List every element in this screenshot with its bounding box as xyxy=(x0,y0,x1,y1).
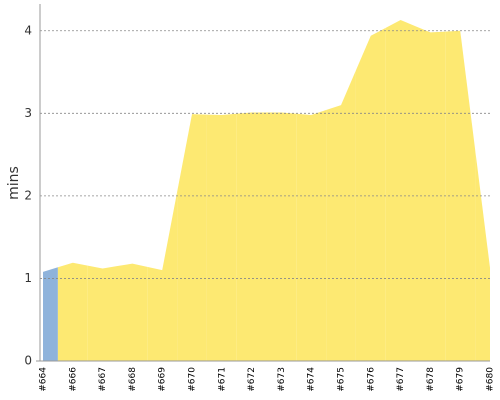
area-segment xyxy=(415,26,446,361)
y-tick-label: 4 xyxy=(24,23,32,37)
area-segment xyxy=(385,20,416,362)
x-tick-label: #667 xyxy=(98,367,108,392)
x-tick-label: #671 xyxy=(217,367,227,392)
y-tick-label: 1 xyxy=(24,271,32,285)
x-tick-label: #679 xyxy=(456,367,466,392)
x-tick-label: #680 xyxy=(486,367,496,392)
y-tick-label: 0 xyxy=(24,354,32,368)
y-axis-label: mins xyxy=(6,166,22,200)
area-segment xyxy=(43,267,58,361)
area-segment xyxy=(117,263,148,361)
x-tick-label: #677 xyxy=(396,367,406,392)
area-segment xyxy=(177,114,207,362)
area-segment xyxy=(355,27,386,362)
x-tick-label: #674 xyxy=(307,367,317,392)
area-segment xyxy=(326,70,356,361)
area-segment xyxy=(147,192,178,361)
x-tick-label: #666 xyxy=(68,367,78,392)
x-tick-label: #668 xyxy=(128,367,138,392)
area-segment xyxy=(475,149,490,361)
area-segment xyxy=(266,112,297,361)
area-segment xyxy=(206,113,237,361)
area-segment xyxy=(57,262,88,361)
x-tick-label: #678 xyxy=(426,367,436,392)
area-segment xyxy=(87,265,118,361)
x-tick-label: #672 xyxy=(247,367,257,392)
area-segment xyxy=(296,110,327,361)
area-segment xyxy=(236,112,267,361)
x-tick-label: #673 xyxy=(277,367,287,392)
x-tick-label: #676 xyxy=(366,367,376,392)
y-tick-label: 3 xyxy=(24,106,32,120)
x-tick-label: #670 xyxy=(188,367,198,392)
x-tick-label: #669 xyxy=(158,367,168,392)
x-tick-label: #675 xyxy=(337,367,347,392)
y-tick-label: 2 xyxy=(24,188,32,202)
x-tick-label: #664 xyxy=(39,367,49,392)
